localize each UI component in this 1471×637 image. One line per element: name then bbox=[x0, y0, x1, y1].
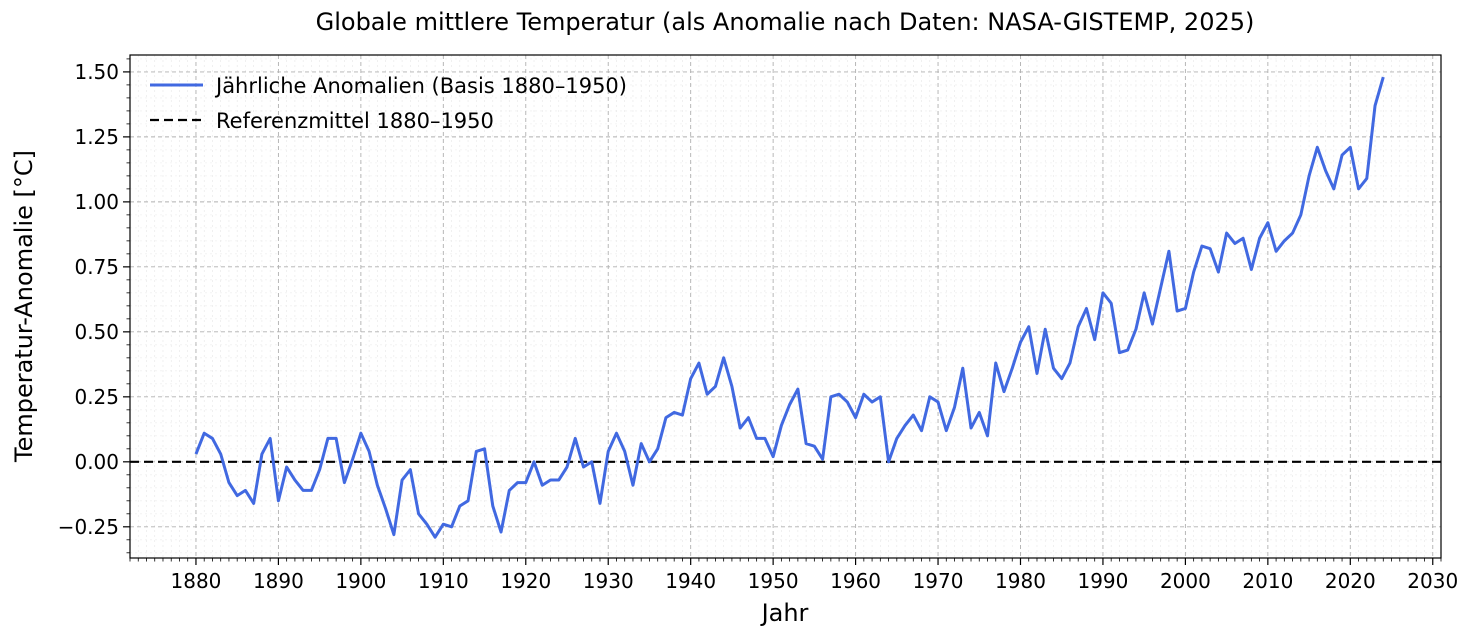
x-tick-label: 1990 bbox=[1077, 569, 1128, 593]
y-tick-label: 1.25 bbox=[74, 125, 119, 149]
y-tick-label: −0.25 bbox=[58, 515, 119, 539]
y-tick-label: 0.00 bbox=[74, 450, 119, 474]
chart-title: Globale mittlere Temperatur (als Anomali… bbox=[316, 8, 1255, 36]
y-tick-label: 0.75 bbox=[74, 255, 119, 279]
y-axis-ticks: −0.25 0.00 0.25 0.50 0.75 1.00 1.25 1.50 bbox=[58, 58, 130, 554]
x-tick-label: 1970 bbox=[913, 569, 964, 593]
y-axis-title: Temperatur-Anomalie [°C] bbox=[10, 150, 38, 463]
x-tick-label: 1940 bbox=[665, 569, 716, 593]
x-tick-label: 1930 bbox=[583, 569, 634, 593]
plot-frame bbox=[129, 54, 1442, 559]
x-tick-label: 1960 bbox=[830, 569, 881, 593]
legend-label-reference: Referenzmittel 1880–1950 bbox=[216, 109, 494, 133]
legend: Jährliche Anomalien (Basis 1880–1950) Re… bbox=[150, 74, 627, 133]
y-tick-label: 0.25 bbox=[74, 385, 119, 409]
y-tick-label: 1.00 bbox=[74, 190, 119, 214]
x-tick-label: 2010 bbox=[1242, 569, 1293, 593]
x-tick-label: 2030 bbox=[1407, 569, 1458, 593]
major-grid bbox=[130, 55, 1441, 558]
annual-anomaly-line bbox=[194, 76, 1385, 539]
x-tick-label: 2000 bbox=[1160, 569, 1211, 593]
legend-label-series: Jährliche Anomalien (Basis 1880–1950) bbox=[214, 74, 627, 98]
y-tick-label: 1.50 bbox=[74, 60, 119, 84]
x-tick-label: 1890 bbox=[253, 569, 304, 593]
x-tick-label: 1910 bbox=[418, 569, 469, 593]
y-tick-label: 0.50 bbox=[74, 320, 119, 344]
x-tick-label: 1900 bbox=[335, 569, 386, 593]
x-tick-label: 1880 bbox=[171, 569, 222, 593]
x-axis-ticks: 1880 1890 1900 1910 1920 1930 1940 1950 1960 1970… bbox=[129, 558, 1458, 593]
x-axis-title: Jahr bbox=[760, 599, 809, 627]
x-tick-label: 1980 bbox=[995, 569, 1046, 593]
x-tick-label: 1950 bbox=[748, 569, 799, 593]
x-tick-label: 1920 bbox=[500, 569, 551, 593]
x-tick-label: 2020 bbox=[1325, 569, 1376, 593]
